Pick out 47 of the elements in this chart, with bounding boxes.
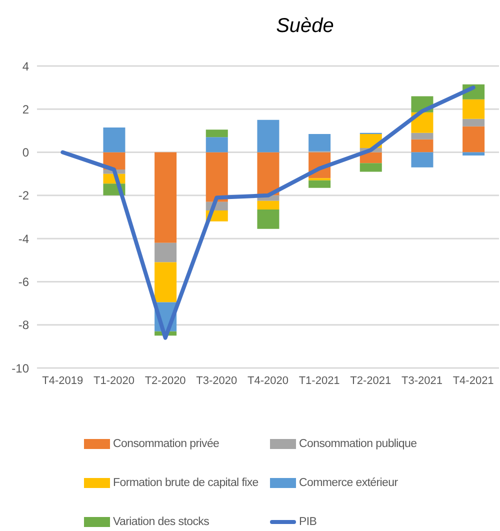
- bar: [308, 134, 331, 152]
- x-tick-label: T1-2020: [94, 374, 134, 387]
- bar: [462, 99, 485, 119]
- bar: [462, 126, 485, 152]
- bar: [411, 139, 434, 152]
- bar: [257, 200, 280, 210]
- bar: [154, 242, 177, 262]
- legend-label: Consommation publique: [299, 438, 417, 450]
- y-tick-label: 0: [22, 146, 30, 160]
- x-tick-label: T1-2021: [298, 374, 340, 387]
- bar: [411, 152, 434, 168]
- bar: [206, 152, 228, 202]
- chart-title: Suède: [275, 15, 335, 38]
- x-tick-label: T4-2020: [248, 374, 288, 387]
- y-tick-label: 4: [22, 59, 30, 74]
- x-tick-label: T3-2021: [402, 374, 442, 387]
- legend-label: Variation des stocks: [113, 516, 210, 528]
- line-series: [60, 86, 476, 340]
- bar: [154, 262, 177, 302]
- y-tick-label: -10: [12, 361, 30, 376]
- x-tick-label: T4-2019: [42, 374, 84, 387]
- bar: [154, 152, 177, 243]
- y-tick-label: 2: [22, 102, 30, 116]
- bar: [257, 120, 280, 152]
- bar: [462, 118, 485, 126]
- bar: [206, 137, 228, 152]
- bar: [206, 130, 228, 138]
- bar: [103, 127, 126, 152]
- legend-label: Formation brute de capital fixe: [113, 477, 258, 489]
- y-tick-label: -8: [18, 318, 30, 332]
- bar: [308, 180, 331, 188]
- x-tick-label: T2-2021: [350, 374, 392, 387]
- y-tick-label: -4: [18, 232, 30, 246]
- legend-label: PIB: [299, 516, 317, 528]
- x-tick-label: T3-2020: [196, 374, 238, 387]
- bar: [360, 163, 382, 172]
- y-tick-label: -2: [18, 188, 30, 203]
- bar: [411, 132, 434, 140]
- bar: [257, 152, 280, 196]
- legend-label: Consommation privée: [113, 438, 220, 450]
- bar: [257, 209, 280, 229]
- x-tick-label: T4-2021: [452, 374, 494, 387]
- legend-label: Commerce extérieur: [299, 477, 398, 489]
- y-tick-label: -6: [18, 274, 30, 289]
- bar: [462, 152, 485, 156]
- bar: [360, 152, 382, 164]
- x-tick-label: T2-2020: [144, 374, 186, 387]
